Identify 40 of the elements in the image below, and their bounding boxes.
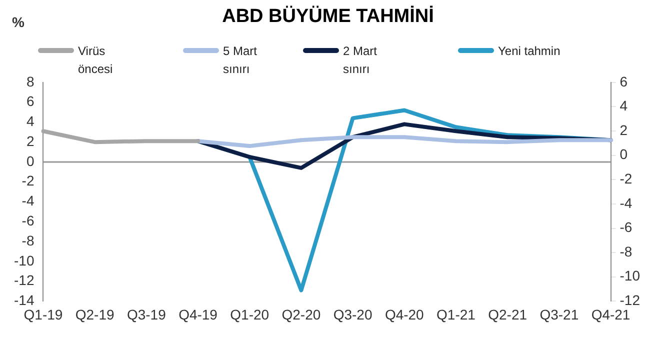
y2-tick-label: -12 (620, 292, 640, 308)
chart-title: ABD BÜYÜME TAHMİNİ (222, 6, 434, 27)
y-axis-title: % (12, 14, 24, 30)
legend-label: 5 Mart sınırı (223, 43, 258, 78)
x-tick-label: Q1-20 (230, 306, 270, 322)
y2-tick-label: 4 (620, 98, 628, 114)
x-tick-label: Q3-20 (333, 306, 372, 322)
y-tick-label: 8 (26, 73, 34, 90)
x-tick-label: Q3-19 (126, 306, 166, 322)
y-tick-label: -4 (22, 192, 34, 209)
legend-label: Yeni tahmin (498, 43, 562, 60)
y-tick-label: 4 (26, 113, 34, 130)
y2-tick-label: 2 (620, 122, 628, 138)
x-tick-label: Q4-20 (384, 306, 424, 322)
x-tick-label: Q1-21 (436, 306, 476, 322)
y-tick-label: -14 (14, 292, 34, 308)
y-tick-label: -12 (14, 272, 34, 288)
y-tick-label: 6 (26, 93, 34, 110)
y-tick-label: -10 (14, 252, 34, 268)
x-tick-label: Q4-19 (178, 306, 218, 322)
y2-tick-label: -6 (620, 219, 632, 236)
x-tick-label: Q3-21 (540, 306, 579, 322)
y2-tick-label: -4 (620, 194, 632, 211)
x-tick-label: Q2-19 (75, 306, 114, 322)
y-tick-label: -2 (22, 172, 34, 189)
x-tick-label: Q4-21 (591, 306, 630, 322)
legend-label: Virüs öncesi (78, 43, 114, 78)
y2-tick-label: 6 (620, 73, 628, 90)
y2-tick-label: 0 (620, 146, 628, 162)
y2-tick-label: -8 (620, 243, 632, 260)
y-tick-label: -8 (22, 232, 34, 248)
x-tick-label: Q2-20 (282, 306, 321, 322)
x-tick-label: Q2-21 (488, 306, 528, 322)
y-tick-label: 2 (26, 132, 34, 149)
x-tick-label: Q1-19 (24, 306, 63, 322)
y-tick-label: 0 (26, 152, 34, 169)
y2-tick-label: -10 (620, 268, 640, 284)
legend-label: 2 Mart sınırı (343, 43, 378, 78)
y-tick-label: -6 (22, 212, 34, 228)
y2-tick-label: -2 (620, 170, 632, 187)
